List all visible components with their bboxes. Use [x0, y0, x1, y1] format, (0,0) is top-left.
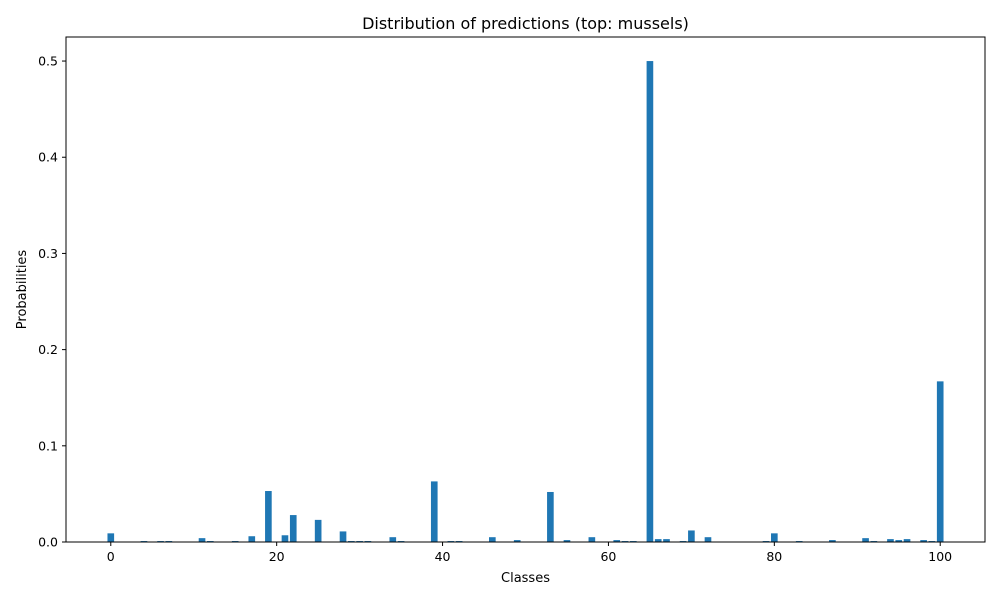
bar-class-46 [489, 537, 496, 542]
y-tick-label-0.2: 0.2 [38, 342, 58, 357]
bar-class-67 [663, 539, 670, 542]
bar-class-11 [198, 538, 206, 542]
bar-class-94 [887, 539, 894, 542]
bar-class-65 [646, 61, 654, 543]
bar-class-58 [588, 537, 596, 542]
x-tick-label-20: 20 [269, 549, 285, 564]
x-tick-label-40: 40 [435, 549, 451, 564]
x-tick-label-0: 0 [107, 549, 115, 564]
x-tick-label-80: 80 [766, 549, 782, 564]
y-tick-label-0.4: 0.4 [38, 150, 58, 165]
chart-title: Distribution of predictions (top: mussel… [362, 14, 689, 33]
plot-frame [65, 36, 986, 543]
bar-class-55 [563, 540, 571, 542]
y-tick-label-0.3: 0.3 [38, 246, 58, 261]
bar-class-39 [430, 481, 438, 542]
bar-class-72 [704, 537, 712, 542]
x-axis-title: Classes [501, 571, 550, 586]
bar-class-61 [613, 540, 621, 542]
bar-class-21 [281, 535, 289, 542]
bars-group [107, 61, 944, 543]
bar-class-25 [314, 519, 322, 542]
y-axis: 0.0 0.1 0.2 0.3 0.4 0.5 [38, 54, 66, 550]
bar-class-66 [654, 539, 662, 542]
bar-class-19 [265, 491, 272, 542]
bar-class-49 [513, 540, 521, 542]
bar-class-80 [771, 533, 778, 542]
y-axis-title: Probabilities [15, 250, 30, 330]
bar-class-91 [862, 538, 869, 542]
bar-class-87 [829, 540, 836, 542]
bar-class-96 [903, 539, 911, 542]
x-tick-label-100: 100 [928, 549, 952, 564]
bar-class-28 [339, 531, 347, 542]
bar-class-70 [688, 530, 695, 542]
bar-class-22 [289, 515, 297, 542]
x-axis: 0 20 40 60 80 100 [107, 542, 952, 564]
bar-class-0 [107, 533, 115, 542]
bar-class-98 [920, 540, 927, 542]
bar-class-100 [936, 381, 944, 542]
y-tick-label-0.0: 0.0 [38, 535, 58, 550]
y-tick-label-0.1: 0.1 [38, 438, 58, 453]
y-tick-label-0.5: 0.5 [38, 54, 58, 69]
bar-class-53 [547, 491, 554, 542]
x-tick-label-60: 60 [600, 549, 616, 564]
bar-class-34 [389, 537, 397, 542]
bar-class-95 [895, 540, 903, 542]
bar-class-17 [248, 536, 256, 542]
